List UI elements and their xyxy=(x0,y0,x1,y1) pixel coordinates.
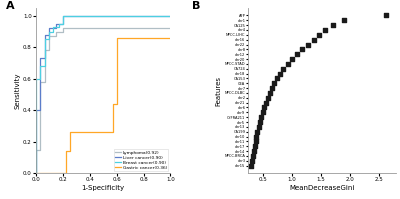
Breast cancer(0.90) xyxy=(56,22,61,25)
Point xyxy=(305,43,311,46)
Gastric cancer(0.36) xyxy=(114,37,119,39)
Point xyxy=(256,120,263,124)
Y-axis label: Features: Features xyxy=(216,76,222,105)
Lymphoma(0.92) xyxy=(60,30,65,33)
Lymphoma(0.92) xyxy=(47,35,52,37)
Point xyxy=(289,58,295,61)
Liver cancer(0.90) xyxy=(60,22,65,25)
Liver cancer(0.90) xyxy=(54,22,58,25)
Gastric cancer(0.36) xyxy=(168,37,173,39)
Lymphoma(0.92) xyxy=(34,148,38,151)
Point xyxy=(252,140,259,143)
Gastric cancer(0.36) xyxy=(34,172,38,174)
Y-axis label: Sensitivity: Sensitivity xyxy=(14,72,20,109)
Breast cancer(0.90) xyxy=(51,30,56,33)
Point xyxy=(254,130,260,133)
Point xyxy=(330,23,336,27)
Lymphoma(0.92) xyxy=(54,30,58,33)
Liver cancer(0.90) xyxy=(60,15,65,17)
Text: A: A xyxy=(6,1,15,11)
Breast cancer(0.90) xyxy=(168,15,173,17)
Point xyxy=(269,87,275,90)
Point xyxy=(260,111,266,114)
Point xyxy=(263,101,269,104)
Point xyxy=(253,135,260,138)
Breast cancer(0.90) xyxy=(38,65,42,67)
Point xyxy=(271,82,278,85)
Point xyxy=(280,67,287,70)
Point xyxy=(251,149,258,153)
Breast cancer(0.90) xyxy=(51,26,56,28)
Breast cancer(0.90) xyxy=(43,38,48,41)
Lymphoma(0.92) xyxy=(38,148,42,151)
Line: Lymphoma(0.92): Lymphoma(0.92) xyxy=(36,28,170,173)
Point xyxy=(258,116,264,119)
Point xyxy=(310,38,317,41)
Breast cancer(0.90) xyxy=(56,26,61,28)
Point xyxy=(266,91,273,95)
Breast cancer(0.90) xyxy=(38,78,42,80)
Gastric cancer(0.36) xyxy=(67,131,72,133)
Point xyxy=(299,48,305,51)
Liver cancer(0.90) xyxy=(38,109,42,111)
Gastric cancer(0.36) xyxy=(67,150,72,152)
Legend: Lymphoma(0.92), Liver cancer(0.90), Breast cancer(0.90), Gastric cancer(0.36): Lymphoma(0.92), Liver cancer(0.90), Brea… xyxy=(114,149,168,171)
Gastric cancer(0.36) xyxy=(34,172,38,174)
Breast cancer(0.90) xyxy=(47,30,52,33)
Liver cancer(0.90) xyxy=(47,33,52,36)
Liver cancer(0.90) xyxy=(47,27,52,30)
Point xyxy=(294,53,301,56)
Point xyxy=(322,28,328,32)
Line: Gastric cancer(0.36): Gastric cancer(0.36) xyxy=(36,38,170,173)
Point xyxy=(274,77,280,80)
Breast cancer(0.90) xyxy=(34,78,38,80)
Gastric cancer(0.36) xyxy=(63,150,68,152)
Point xyxy=(255,125,262,129)
Gastric cancer(0.36) xyxy=(114,103,119,105)
Breast cancer(0.90) xyxy=(43,65,48,67)
Point xyxy=(316,33,323,36)
Liver cancer(0.90) xyxy=(43,57,48,60)
Point xyxy=(252,145,258,148)
Liver cancer(0.90) xyxy=(34,172,38,174)
Lymphoma(0.92) xyxy=(47,49,52,52)
Gastric cancer(0.36) xyxy=(110,131,115,133)
Liver cancer(0.90) xyxy=(34,109,38,111)
Point xyxy=(284,62,291,65)
Liver cancer(0.90) xyxy=(168,15,173,17)
Breast cancer(0.90) xyxy=(60,15,65,17)
Liver cancer(0.90) xyxy=(38,57,42,60)
X-axis label: 1-Specificity: 1-Specificity xyxy=(82,185,125,191)
Lymphoma(0.92) xyxy=(34,172,38,174)
Liver cancer(0.90) xyxy=(54,27,58,30)
Lymphoma(0.92) xyxy=(38,81,42,83)
Line: Breast cancer(0.90): Breast cancer(0.90) xyxy=(36,16,170,173)
Line: Liver cancer(0.90): Liver cancer(0.90) xyxy=(36,16,170,173)
Breast cancer(0.90) xyxy=(34,172,38,174)
Lymphoma(0.92) xyxy=(168,27,173,30)
Point xyxy=(382,14,389,17)
Breast cancer(0.90) xyxy=(47,38,52,41)
Point xyxy=(249,159,255,162)
Liver cancer(0.90) xyxy=(43,33,48,36)
X-axis label: MeanDecreaseGini: MeanDecreaseGini xyxy=(289,185,355,191)
Point xyxy=(341,19,347,22)
Point xyxy=(248,164,254,167)
Breast cancer(0.90) xyxy=(60,22,65,25)
Gastric cancer(0.36) xyxy=(63,172,68,174)
Point xyxy=(261,106,268,109)
Text: B: B xyxy=(192,1,200,11)
Lymphoma(0.92) xyxy=(43,49,48,52)
Gastric cancer(0.36) xyxy=(110,103,115,105)
Point xyxy=(277,72,283,75)
Point xyxy=(250,154,256,158)
Lymphoma(0.92) xyxy=(60,27,65,30)
Point xyxy=(265,96,271,100)
Lymphoma(0.92) xyxy=(54,35,58,37)
Lymphoma(0.92) xyxy=(43,81,48,83)
